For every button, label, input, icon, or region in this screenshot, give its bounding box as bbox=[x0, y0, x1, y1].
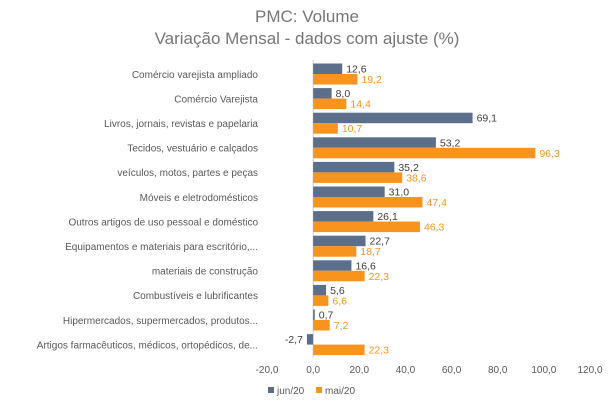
bar-mai-20 bbox=[313, 172, 403, 183]
category-label: Comércio Varejista bbox=[174, 94, 258, 105]
bar-jun-20 bbox=[313, 186, 385, 197]
bar-jun-20 bbox=[313, 260, 352, 271]
data-label: 53,2 bbox=[440, 137, 461, 149]
x-tick-label: 100,0 bbox=[531, 365, 556, 376]
bar-mai-20 bbox=[313, 221, 420, 233]
chart-subtitle: Variação Mensal - dados com ajuste (%) bbox=[155, 29, 460, 48]
x-tick-label: 120,0 bbox=[577, 365, 602, 376]
data-label: 6,6 bbox=[332, 295, 347, 307]
data-label: 12,6 bbox=[346, 64, 367, 76]
legend-label: jun/20 bbox=[276, 386, 305, 397]
data-label: 16,6 bbox=[355, 260, 376, 272]
category-label: Hipermercados, supermercados, produtos..… bbox=[63, 316, 258, 327]
data-label: 31,0 bbox=[389, 187, 410, 199]
data-label: 38,6 bbox=[406, 172, 427, 184]
bar-mai-20 bbox=[313, 295, 329, 306]
data-label: 8,0 bbox=[336, 88, 351, 100]
bar-jun-20 bbox=[313, 88, 332, 99]
bar-mai-20 bbox=[313, 320, 330, 331]
data-label: -2,7 bbox=[285, 334, 303, 346]
category-label: veículos, motos, partes e peças bbox=[117, 168, 258, 179]
data-label: 22,3 bbox=[369, 345, 390, 357]
category-label: Artigos farmacêuticos, médicos, ortopédi… bbox=[37, 340, 258, 351]
x-tick-label: 60,0 bbox=[442, 365, 462, 376]
bar-mai-20 bbox=[313, 74, 358, 85]
data-label: 47,4 bbox=[427, 197, 448, 209]
data-label: 35,2 bbox=[398, 162, 419, 174]
chart-title: PMC: Volume bbox=[255, 7, 359, 26]
category-label: Móveis e eletrodomésticos bbox=[140, 193, 258, 204]
bar-jun-20 bbox=[313, 284, 327, 296]
data-label: 46,3 bbox=[424, 222, 445, 234]
bar-mai-20 bbox=[313, 246, 357, 257]
data-label: 96,3 bbox=[539, 148, 560, 160]
bar-mai-20 bbox=[313, 270, 365, 282]
bar-jun-20 bbox=[313, 211, 374, 222]
data-label: 26,1 bbox=[377, 211, 398, 223]
legend-label: mai/20 bbox=[325, 386, 355, 397]
legend-swatch bbox=[316, 387, 322, 393]
plot-area: Comércio varejista ampliado 12,619,2 Comér… bbox=[37, 60, 603, 376]
bar-jun-20 bbox=[313, 161, 395, 173]
data-label: 5,6 bbox=[330, 285, 345, 297]
data-label: 14,4 bbox=[350, 99, 371, 111]
x-tick-label: -20,0 bbox=[256, 365, 279, 376]
bar-mai-20 bbox=[313, 147, 536, 159]
category-label: Tecidos, vestuário e calçados bbox=[127, 144, 258, 155]
category-label: Livros, jornais, revistas e papelaria bbox=[104, 119, 258, 130]
bar-jun-20 bbox=[313, 112, 473, 124]
x-tick-label: 20,0 bbox=[350, 365, 370, 376]
category-label: Equipamentos e materiais para escritório… bbox=[65, 242, 258, 253]
legend: jun/20 mai/20 bbox=[268, 386, 355, 397]
legend-swatch bbox=[268, 387, 274, 393]
x-tick-label: 40,0 bbox=[396, 365, 416, 376]
x-tick-label: 80,0 bbox=[488, 365, 508, 376]
data-label: 18,7 bbox=[360, 246, 381, 258]
category-label: Outros artigos de uso pessoal e doméstic… bbox=[68, 217, 258, 228]
data-label: 69,1 bbox=[477, 113, 498, 125]
data-label: 19,2 bbox=[361, 74, 382, 86]
bar-jun-20 bbox=[313, 63, 343, 74]
category-label: Combustíveis e lubrificantes bbox=[133, 291, 258, 302]
bar-mai-20 bbox=[313, 98, 347, 110]
data-label: 7,2 bbox=[334, 320, 349, 332]
bar-mai-20 bbox=[313, 344, 365, 356]
bar-mai-20 bbox=[313, 197, 423, 208]
bar-jun-20 bbox=[313, 235, 366, 247]
bar-jun-20 bbox=[313, 309, 315, 320]
x-tick-label: 0,0 bbox=[306, 365, 320, 376]
data-label: 0,7 bbox=[319, 310, 334, 322]
data-label: 22,7 bbox=[370, 236, 391, 248]
bar-mai-20 bbox=[313, 123, 338, 134]
bar-jun-20 bbox=[306, 334, 314, 345]
data-label: 10,7 bbox=[342, 123, 363, 135]
bar-jun-20 bbox=[313, 137, 436, 148]
category-label: materiais de construção bbox=[152, 267, 259, 278]
data-label: 22,3 bbox=[369, 271, 390, 283]
category-label: Comércio varejista ampliado bbox=[132, 70, 259, 81]
